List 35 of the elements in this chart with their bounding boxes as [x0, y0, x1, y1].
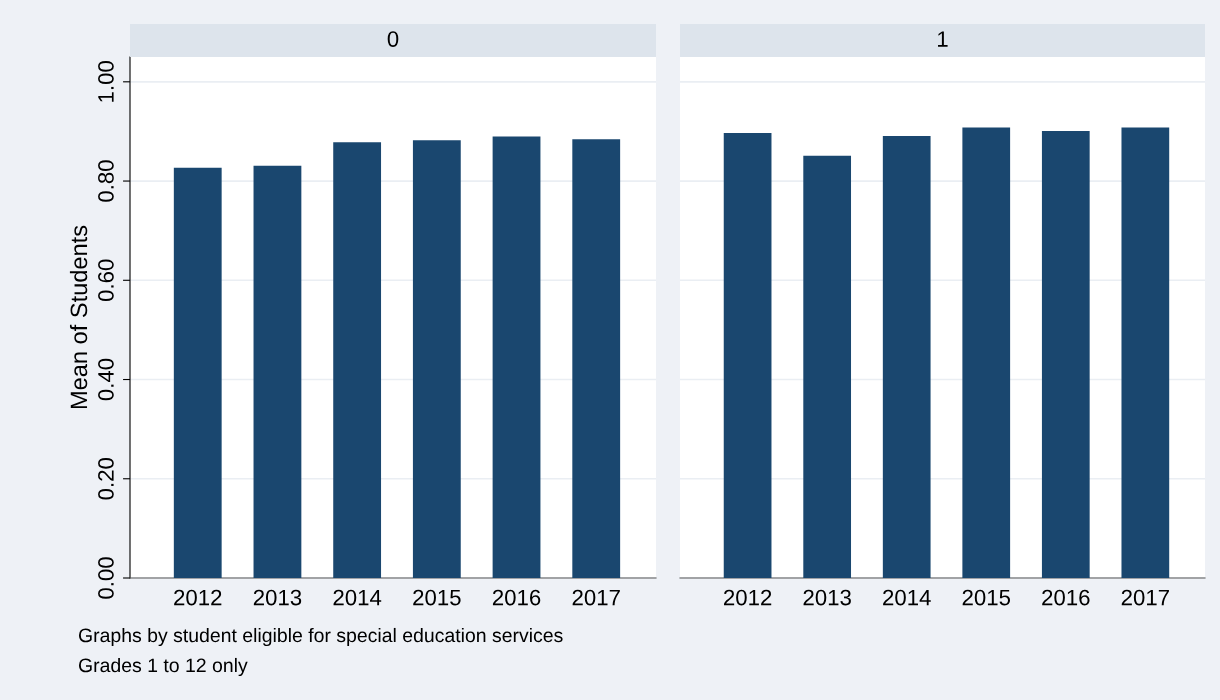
x-tick-label: 2014 [333, 589, 382, 606]
x-tick-label: 2012 [724, 589, 772, 606]
bar [333, 142, 382, 578]
x-tick-label: 2013 [253, 589, 302, 606]
x-tick-label: 2016 [1042, 589, 1090, 606]
bar [1041, 130, 1090, 578]
y-tick-label: 0.80 [98, 160, 114, 202]
x-tick-label: 2013 [803, 589, 851, 606]
bar [803, 155, 852, 578]
x-tick-label: 2016 [492, 589, 541, 606]
text: Grades 1 to 12 only [78, 657, 248, 677]
x-tick-label: 2015 [413, 589, 461, 606]
bar [723, 132, 772, 578]
bar [1121, 127, 1170, 578]
x-tick-label: 2012 [174, 589, 222, 606]
bar [882, 135, 931, 578]
x-tick-label: 2017 [572, 589, 620, 606]
y-tick-label: 0.00 [98, 557, 114, 599]
bar [253, 165, 302, 578]
y-axis-title: Mean of Students [69, 225, 88, 409]
chart-title: 1 [938, 31, 948, 47]
bar [492, 136, 541, 578]
bar [962, 127, 1011, 578]
x-tick-label: 2017 [1121, 589, 1169, 606]
bar [173, 167, 222, 578]
y-tick-label: 1.00 [98, 61, 114, 102]
bar [572, 139, 621, 578]
x-tick-label: 2015 [962, 589, 1011, 606]
text: Graphs by student eligible for special education services [78, 627, 563, 647]
chart-title: 0 [387, 31, 399, 47]
x-tick-label: 2014 [883, 589, 931, 606]
y-tick-label: 0.60 [98, 259, 114, 302]
bar [412, 140, 461, 578]
y-tick-label: 0.20 [98, 458, 114, 500]
y-tick-label: 0.40 [98, 358, 114, 401]
